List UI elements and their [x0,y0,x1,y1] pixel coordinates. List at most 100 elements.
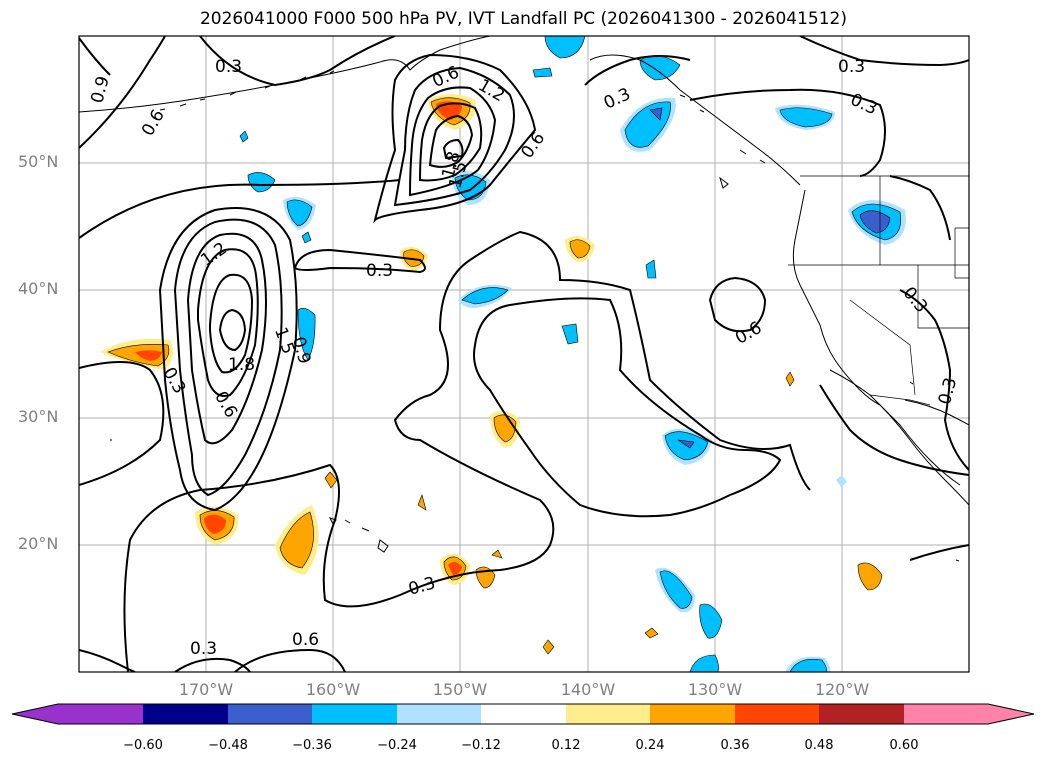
alaska-coast [79,36,491,113]
contour-line [819,384,969,476]
colorbar-segment [650,704,735,724]
contour-line [889,175,951,241]
contour-line [158,207,298,512]
colorbar-extend-low [12,704,58,724]
contour-line [79,649,136,672]
contour-label: 0.3 [838,57,865,77]
contour-line [584,55,691,86]
colorbar-tick: −0.48 [208,738,248,753]
negative-anomaly-patch [286,199,313,227]
ivt-anomaly-fill [100,36,906,672]
small-islands [110,381,960,562]
contour-line [79,37,111,76]
colorbar-segment [735,704,819,724]
contour-label: 0.3 [366,261,393,281]
state-borders [788,175,969,406]
negative-anomaly-patch [689,654,719,672]
negative-anomaly-patch [677,439,695,449]
colorbar-segment [312,704,397,724]
negative-anomaly-patch [645,259,657,279]
contour-line [689,88,886,177]
contour-line [473,297,782,518]
lon-label-170w: 170°W [178,680,234,699]
positive-anomaly-patch [542,639,555,655]
contour-line [708,276,767,333]
contour-line [909,544,969,561]
contour-label: 0.6 [292,630,319,650]
colorbar-tick: 0.12 [551,738,581,753]
contour-line [373,53,537,224]
negative-anomaly-patch [544,36,586,59]
contour-line [79,360,165,486]
colorbar-segment [566,704,650,724]
negative-anomaly-patch [649,107,663,121]
colorbar-tick: 0.24 [635,738,665,753]
bc-islands [679,94,766,189]
negative-anomaly-patch [301,231,312,244]
contour-line [442,138,464,160]
contour-line [174,657,251,672]
positive-anomaly-patch [417,494,427,511]
baja-coast [879,404,969,506]
lat-label-40n: 40°N [18,279,59,298]
contour-line [123,230,811,672]
colorbar-tick: −0.36 [292,738,332,753]
positive-anomaly-patch [491,549,503,559]
colorbar-tick: −0.60 [123,738,163,753]
colorbar [11,703,1035,725]
contour-line [799,36,969,67]
positive-anomaly-patch [135,350,162,361]
state-border [954,227,969,279]
contour-line [186,232,267,445]
positive-anomaly-patch [644,627,659,639]
contour-line [393,66,515,207]
map-title: 2026041000 F000 500 hPa PV, IVT Landfall… [199,9,847,29]
contour-line [79,179,401,239]
state-border [849,299,916,396]
negative-anomaly-patch [779,107,833,128]
contour-line [234,648,346,672]
lon-label-150w: 150°W [432,680,488,699]
map-plot: 0.3 0.6 0.9 1.2 1.5 1.8 0.3 0.6 0.9 1.2 … [78,35,970,673]
lon-label-160w: 160°W [305,680,361,699]
contour-label: 1.8 [228,355,255,375]
lat-label-50n: 50°N [18,152,59,171]
contour-line [418,102,483,182]
pv-contours [79,36,969,672]
colorbar-segment [819,704,904,724]
contour-line [79,36,166,149]
positive-anomaly-patch [204,514,226,534]
negative-anomaly-patch [239,130,249,143]
colorbar-segment [228,704,312,724]
negative-anomaly-patch [699,603,723,639]
colorbar-extend-high [988,704,1034,724]
map-frame [78,35,970,673]
colorbar-tick: 0.36 [720,738,750,753]
colorbar-tick: 0.60 [889,738,919,753]
colorbar-tick: −0.24 [377,738,417,753]
contour-line [428,114,474,168]
positive-anomaly-patch [569,239,591,259]
colorbar-segment [904,704,988,724]
contour-line [173,218,283,497]
state-border [917,265,969,329]
negative-anomaly-patch [532,67,553,78]
positive-anomaly-patch [403,249,425,267]
mexico-border [869,394,931,406]
colorbar-segment [58,704,143,724]
negative-anomaly-patch [297,308,316,361]
negative-anomaly-patch [859,210,891,234]
colorbar-segment [481,704,566,724]
contour-line [197,248,259,397]
contour-label: 0.3 [190,639,217,659]
positive-anomaly-patch [448,561,462,575]
lon-label-130w: 130°W [687,680,743,699]
lon-label-120w: 120°W [814,680,870,699]
contour-label: 0.3 [215,57,242,77]
us-west-coast [792,189,881,406]
contour-line [209,273,254,374]
lon-label-140w: 140°W [560,680,616,699]
negative-anomaly-patch [789,658,827,672]
negative-anomaly-patch [836,475,847,487]
positive-anomaly-patch [857,562,883,591]
